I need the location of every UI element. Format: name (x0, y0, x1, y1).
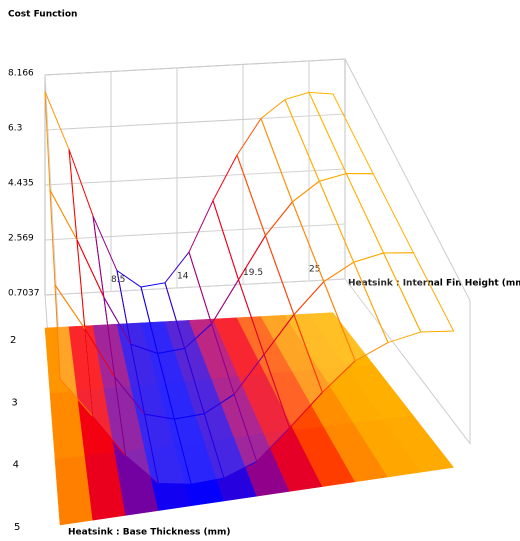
y-tick-label: 2 (10, 335, 16, 346)
floor-cell (383, 415, 455, 473)
z-tick-label: 4.435 (8, 178, 34, 188)
x-tick-label: 25 (309, 264, 320, 274)
y-tick-label: 4 (13, 460, 19, 471)
z-tick-label: 0.7037 (8, 289, 40, 299)
grid-line (44, 223, 346, 241)
grid-line (44, 278, 346, 296)
y-tick-label: 5 (14, 522, 20, 533)
y-axis-label: Heatsink : Base Thickness (mm) (68, 528, 231, 538)
grid-line (44, 58, 346, 76)
z-tick-label: 6.3 (8, 124, 22, 134)
x-tick-label: 19.5 (243, 268, 263, 278)
x-tick-label: 8.5 (111, 275, 125, 285)
grid-line (44, 113, 346, 131)
x-axis-label: Heatsink : Internal Fin Height (mm) (348, 279, 520, 289)
z-tick-label: 8.166 (8, 69, 34, 79)
x-tick-label: 14 (177, 271, 189, 281)
chart-title: Cost Function (8, 10, 77, 20)
y-tick-label: 3 (11, 397, 17, 408)
grid-line (44, 168, 346, 186)
z-tick-label: 2.569 (8, 234, 34, 244)
side-wall (344, 58, 471, 446)
surface-cell (382, 252, 455, 333)
